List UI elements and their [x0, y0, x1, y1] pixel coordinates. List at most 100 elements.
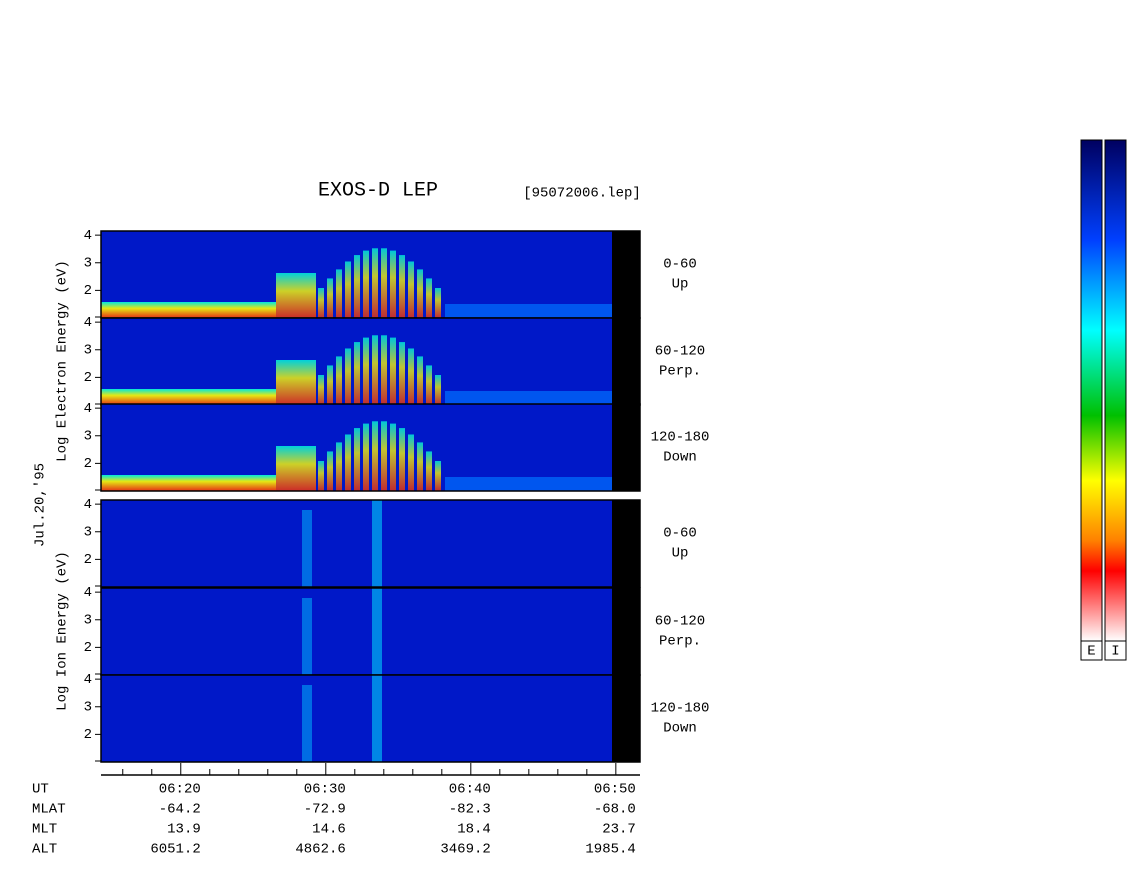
- flux-burst: [399, 428, 405, 491]
- no-data: [612, 404, 640, 491]
- orbit-name: MLAT: [32, 802, 66, 818]
- flux-burst: [327, 365, 333, 405]
- flux-burst: [408, 434, 414, 491]
- orbit-name: UT: [32, 782, 49, 798]
- file-name: [95072006.lep]: [523, 186, 641, 202]
- angle-label: 0-60: [663, 257, 697, 273]
- flux-burst: [417, 269, 423, 318]
- flux-burst: [354, 255, 360, 318]
- angle-label: 60-120: [655, 344, 705, 360]
- flux-burst: [390, 250, 396, 318]
- flux-band: [101, 475, 276, 491]
- flux-burst: [372, 500, 382, 587]
- y-tick-label: 4: [84, 672, 92, 688]
- flux-burst: [345, 348, 351, 405]
- flux-burst: [363, 337, 369, 405]
- y-tick-label: 2: [84, 552, 92, 568]
- flux-burst: [354, 342, 360, 405]
- flux-band: [276, 446, 316, 491]
- no-data: [612, 318, 640, 405]
- flux-band: [276, 360, 316, 405]
- flux-burst: [336, 442, 342, 491]
- y-tick-label: 3: [84, 699, 92, 715]
- flux-burst: [327, 278, 333, 318]
- colorbar-label: E: [1087, 644, 1095, 660]
- orbit-value: 23.7: [602, 822, 636, 838]
- flux-tail: [445, 477, 612, 491]
- flux-burst: [381, 421, 387, 491]
- x-tick-label: 06:30: [304, 782, 346, 798]
- flux-burst: [381, 335, 387, 405]
- colorbar-label-box: [1104, 640, 1127, 661]
- colorbar: [1080, 139, 1103, 642]
- x-tick-label: 06:20: [159, 782, 201, 798]
- colorbar-label: I: [1111, 644, 1119, 660]
- flux-burst: [426, 451, 432, 491]
- orbit-value: -68.0: [594, 802, 636, 818]
- panel-frame: [100, 674, 641, 763]
- y-tick-label: 3: [84, 428, 92, 444]
- panel-frame: [100, 403, 641, 492]
- flux-burst: [354, 428, 360, 491]
- flux-burst: [302, 510, 312, 587]
- y-tick-label: 3: [84, 342, 92, 358]
- flux-tail: [445, 304, 612, 318]
- y-tick-label: 3: [84, 255, 92, 271]
- y-tick-label: 2: [84, 640, 92, 656]
- group-label: Log Electron Energy (eV): [55, 260, 71, 462]
- y-tick-label: 3: [84, 612, 92, 628]
- flux-band: [101, 389, 276, 405]
- flux-burst: [372, 588, 382, 675]
- colorbar-label-box: [1080, 640, 1103, 661]
- flux-burst: [363, 423, 369, 491]
- orbit-value: -72.9: [304, 802, 346, 818]
- flux-burst: [426, 278, 432, 318]
- flux-band: [276, 273, 316, 318]
- flux-burst: [318, 375, 324, 405]
- orbit-value: 6051.2: [150, 842, 200, 858]
- flux-burst: [390, 337, 396, 405]
- panel-frame: [100, 499, 641, 588]
- flux-burst: [399, 255, 405, 318]
- flux-burst: [318, 461, 324, 491]
- angle-label: 120-180: [651, 430, 710, 446]
- flux-burst: [302, 685, 312, 762]
- orbit-value: 18.4: [457, 822, 491, 838]
- flux-burst: [345, 261, 351, 318]
- flux-burst: [408, 261, 414, 318]
- flux-burst: [327, 451, 333, 491]
- flux-burst: [435, 461, 441, 491]
- orbit-value: 4862.6: [295, 842, 345, 858]
- no-data: [612, 675, 640, 762]
- no-data: [612, 500, 640, 587]
- x-tick-label: 06:40: [449, 782, 491, 798]
- orbit-value: -64.2: [159, 802, 201, 818]
- y-tick-label: 2: [84, 456, 92, 472]
- flux-burst: [372, 335, 378, 405]
- direction-label: Down: [663, 721, 697, 737]
- no-data: [612, 588, 640, 675]
- direction-label: Up: [672, 277, 689, 293]
- y-tick-label: 3: [84, 524, 92, 540]
- orbit-value: 13.9: [167, 822, 201, 838]
- spectrogram: [101, 500, 612, 587]
- y-tick-label: 4: [84, 401, 92, 417]
- y-tick-label: 2: [84, 370, 92, 386]
- date: Jul.20,'95: [33, 463, 49, 547]
- y-tick-label: 2: [84, 283, 92, 299]
- flux-burst: [336, 356, 342, 405]
- spectrogram: [101, 588, 612, 675]
- flux-burst: [381, 248, 387, 318]
- y-tick-label: 2: [84, 727, 92, 743]
- flux-burst: [435, 288, 441, 318]
- direction-label: Up: [672, 546, 689, 562]
- title: EXOS-D LEP: [318, 179, 438, 202]
- orbit-name: ALT: [32, 842, 57, 858]
- group-label: Log Ion Energy (eV): [55, 551, 71, 711]
- flux-burst: [417, 356, 423, 405]
- y-tick-label: 4: [84, 315, 92, 331]
- flux-burst: [318, 288, 324, 318]
- flux-tail: [445, 391, 612, 405]
